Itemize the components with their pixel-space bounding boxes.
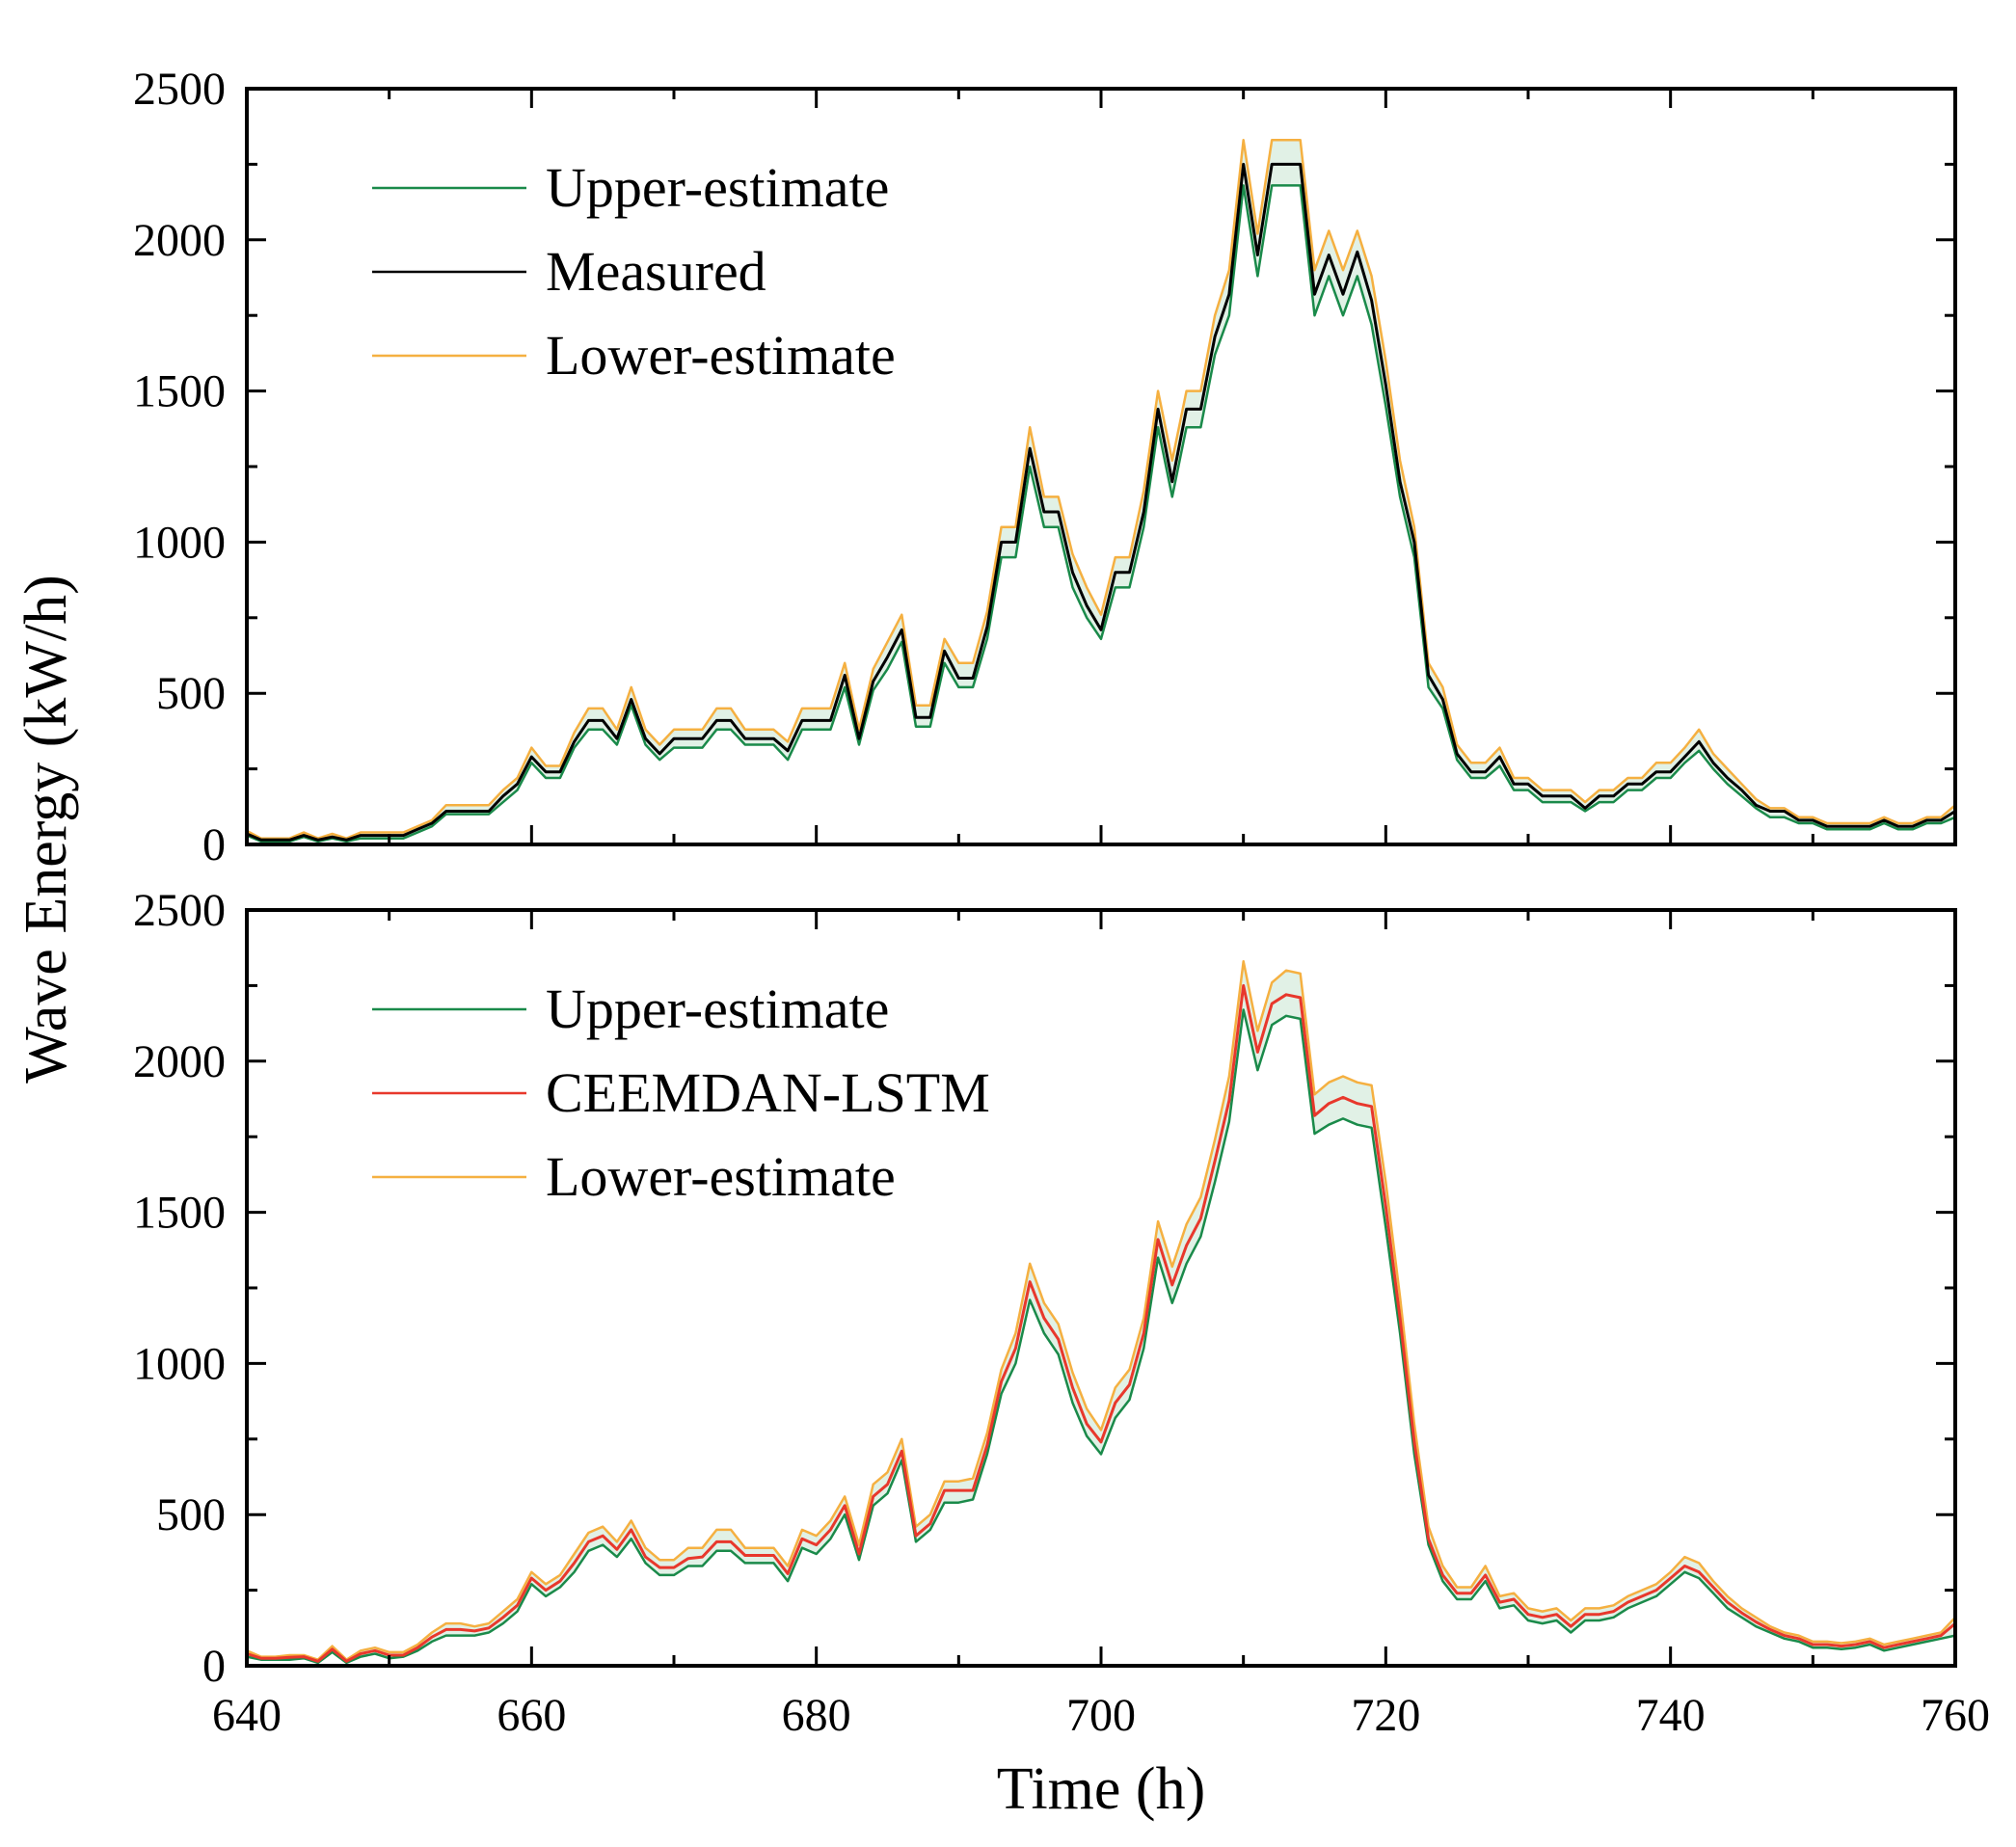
ticks-bottom [245, 908, 1957, 1668]
y-tick-labels-top: 0 500 1000 1500 2000 2500 [133, 64, 226, 870]
series-line-model [246, 983, 1956, 1663]
y-tick-label: 2000 [133, 215, 226, 266]
series-line-lower [246, 960, 1956, 1661]
x-tick-label: 720 [1351, 1690, 1420, 1741]
y-tick-label: 1500 [133, 1188, 226, 1239]
panel-top: 0 500 1000 1500 2000 2500 Upper-estimate Measu… [133, 64, 1957, 870]
legend-label-measured: Measured [546, 240, 766, 303]
y-tick-label: 2500 [133, 885, 226, 936]
x-tick-label: 640 [212, 1690, 282, 1741]
panel-bottom: 0 500 1000 1500 2000 2500 Upper-estimate CEEMD… [133, 885, 1957, 1692]
band-bottom [247, 961, 1955, 1663]
series-line-upper [246, 184, 1956, 843]
x-tick-labels: 640 660 680 700 720 740 760 [212, 1690, 1990, 1741]
y-tick-label: 500 [156, 668, 226, 719]
y-tick-label: 2000 [133, 1036, 226, 1087]
y-tick-label: 1000 [133, 517, 226, 568]
legend-bottom: Upper-estimate CEEMDAN-LSTM Lower-estimate [372, 977, 990, 1208]
confidence-band [247, 961, 1955, 1663]
y-tick-label: 2500 [133, 64, 226, 115]
plot-frame-bottom [245, 908, 1957, 1668]
x-tick-label: 700 [1066, 1690, 1136, 1741]
legend-label-upper: Upper-estimate [546, 156, 889, 219]
x-tick-label: 760 [1921, 1690, 1990, 1741]
y-axis-label: Wave Energy (kW/h) [13, 575, 79, 1084]
legend-label-model: CEEMDAN-LSTM [546, 1061, 990, 1124]
x-tick-label: 680 [782, 1690, 851, 1741]
band-top [247, 140, 1955, 842]
series-line-measured [246, 162, 1956, 842]
y-tick-label: 1000 [133, 1338, 226, 1389]
series-line-upper [246, 1008, 1956, 1665]
legend-label-upper: Upper-estimate [546, 977, 889, 1040]
series-layer-top [246, 139, 1956, 843]
y-tick-label: 1500 [133, 366, 226, 417]
series-line-lower [246, 139, 1956, 840]
y-tick-labels-bottom: 0 500 1000 1500 2000 2500 [133, 885, 226, 1692]
series-layer-bottom [246, 960, 1956, 1665]
legend-top: Upper-estimate Measured Lower-estimate [372, 156, 896, 387]
x-axis-label: Time (h) [997, 1756, 1205, 1822]
legend-label-lower: Lower-estimate [546, 324, 896, 387]
x-tick-label: 740 [1636, 1690, 1706, 1741]
y-tick-label: 0 [202, 819, 226, 870]
y-tick-label: 0 [202, 1641, 226, 1692]
x-tick-label: 660 [497, 1690, 566, 1741]
ticks-top [245, 87, 1957, 846]
legend-label-lower: Lower-estimate [546, 1145, 896, 1208]
y-tick-label: 500 [156, 1489, 226, 1540]
confidence-band [247, 140, 1955, 842]
